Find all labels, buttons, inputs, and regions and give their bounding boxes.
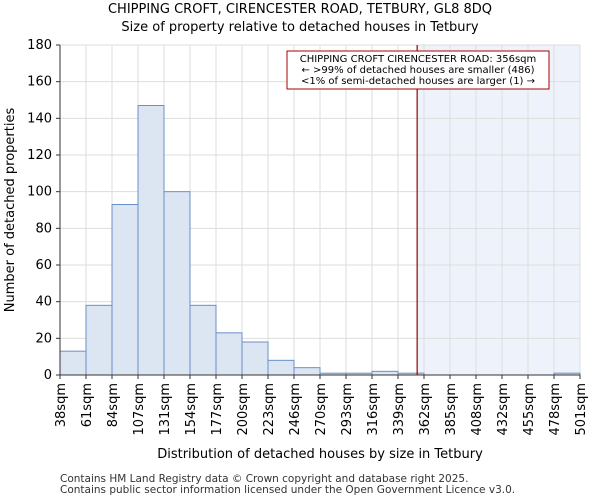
y-tick-label: 60: [35, 258, 52, 273]
x-tick-label: 478sqm: [548, 383, 563, 436]
x-tick-label: 223sqm: [262, 383, 277, 436]
x-tick-label: 455sqm: [522, 383, 537, 436]
x-tick-label: 501sqm: [574, 383, 589, 436]
x-tick-label: 408sqm: [470, 383, 485, 436]
x-tick-label: 293sqm: [340, 383, 355, 436]
x-tick-label: 362sqm: [418, 383, 433, 436]
bar-154sqm: [189, 304, 217, 376]
x-tick-label: 38sqm: [54, 383, 69, 427]
x-tick-label: 61sqm: [80, 383, 95, 427]
bar-131sqm: [163, 191, 191, 376]
y-axis-label: Number of detached properties: [3, 108, 18, 313]
x-tick-label: 270sqm: [314, 383, 329, 436]
x-tick-label: 246sqm: [288, 383, 303, 436]
y-tick-label: 40: [35, 295, 52, 310]
bar-38sqm: [59, 350, 87, 376]
annotation-larger: <1% of semi-detached houses are larger (…: [301, 76, 535, 87]
y-tick-label: 140: [27, 111, 52, 126]
annotation-box: [286, 50, 550, 90]
x-tick-label: 339sqm: [392, 383, 407, 436]
y-tick-label: 100: [27, 185, 52, 200]
footer-line-2: Contains public sector information licen…: [60, 484, 516, 496]
bar-223sqm: [267, 359, 295, 376]
chart-title: CHIPPING CROFT, CIRENCESTER ROAD, TETBUR…: [107, 2, 493, 17]
bar-316sqm: [371, 370, 399, 376]
highlight-region: [417, 45, 580, 375]
x-tick-label: 107sqm: [132, 383, 147, 436]
y-tick-label: 160: [27, 75, 52, 90]
x-tick-label: 385sqm: [444, 383, 459, 436]
x-tick-label: 131sqm: [158, 383, 173, 436]
x-tick-label: 200sqm: [236, 383, 251, 436]
bar-246sqm: [293, 367, 321, 376]
y-tick-label: 180: [27, 38, 52, 53]
x-tick-label: 177sqm: [210, 383, 225, 436]
y-tick-label: 20: [35, 331, 52, 346]
x-tick-label: 432sqm: [496, 383, 511, 436]
annotation-title: CHIPPING CROFT CIRENCESTER ROAD: 356sqm: [300, 54, 537, 65]
y-tick-label: 0: [44, 368, 52, 383]
x-tick-label: 154sqm: [184, 383, 199, 436]
x-tick-label: 84sqm: [106, 383, 121, 427]
annotation-smaller: ← >99% of detached houses are smaller (4…: [301, 65, 534, 76]
y-tick-label: 120: [27, 148, 52, 163]
x-axis-label: Distribution of detached houses by size …: [157, 447, 483, 462]
bar-61sqm: [85, 304, 113, 376]
bar-200sqm: [241, 341, 269, 376]
bar-177sqm: [215, 332, 243, 376]
x-tick-label: 316sqm: [366, 383, 381, 436]
footer-line-1: Contains HM Land Registry data © Crown c…: [60, 473, 469, 485]
bar-107sqm: [137, 105, 165, 376]
bar-84sqm: [111, 204, 139, 376]
chart-subtitle: Size of property relative to detached ho…: [121, 20, 479, 35]
y-tick-label: 80: [35, 221, 52, 236]
